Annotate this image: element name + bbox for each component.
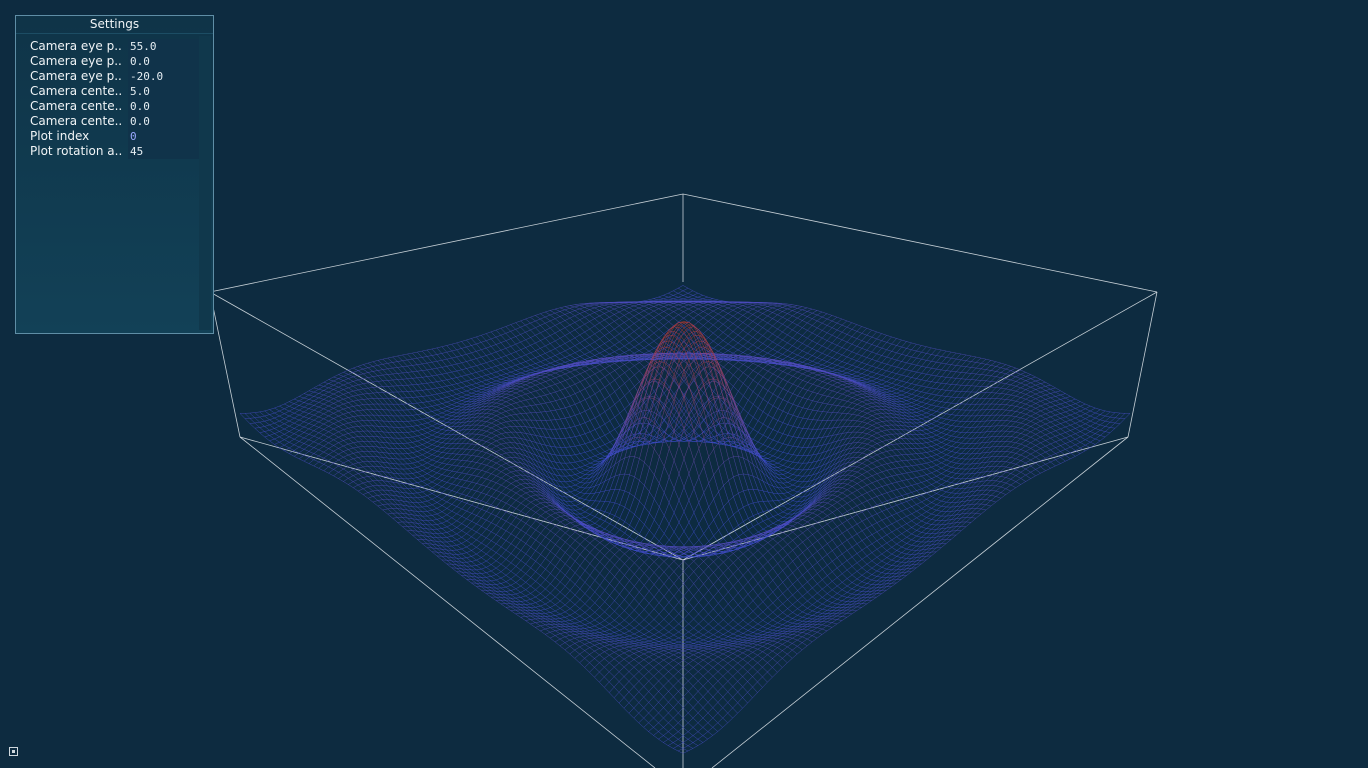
camera-center-y-row: Camera cente.. 0.0	[28, 99, 199, 114]
bounding-box-edge	[239, 436, 656, 768]
bounding-box-edge	[682, 436, 1129, 561]
camera-center-z-row: Camera cente.. 0.0	[28, 114, 199, 129]
camera-eye-z-input[interactable]: -20.0	[128, 69, 199, 84]
plot-index-row: Plot index 0	[28, 129, 199, 144]
bounding-box-edge	[1127, 291, 1158, 438]
camera-center-y-input[interactable]: 0.0	[128, 99, 199, 114]
bounding-box-edge	[239, 436, 684, 561]
camera-eye-y-row: Camera eye p.. 0.0	[28, 54, 199, 69]
camera-eye-z-label: Camera eye p..	[30, 69, 122, 83]
surface-mesh	[239, 285, 1131, 754]
camera-eye-y-label: Camera eye p..	[30, 54, 122, 68]
settings-title[interactable]: Settings	[16, 16, 213, 34]
bounding-box-edge	[682, 193, 1158, 293]
camera-center-z-label: Camera cente..	[30, 114, 123, 128]
bounding-box-edge	[682, 291, 1158, 561]
plot-index-label: Plot index	[30, 129, 90, 143]
camera-center-x-row: Camera cente.. 5.0	[28, 84, 199, 99]
bounding-box-edge	[209, 291, 241, 438]
window-toggle-icon[interactable]	[9, 747, 18, 756]
camera-center-z-input[interactable]: 0.0	[128, 114, 199, 129]
settings-panel[interactable]: Settings Camera eye p.. 55.0 Camera eye …	[15, 15, 214, 334]
camera-eye-y-input[interactable]: 0.0	[128, 54, 199, 69]
camera-eye-x-row: Camera eye p.. 55.0	[28, 39, 199, 54]
camera-eye-x-input[interactable]: 55.0	[128, 39, 199, 54]
camera-eye-x-label: Camera eye p..	[30, 39, 122, 53]
bounding-box-edge	[711, 436, 1129, 768]
camera-center-x-label: Camera cente..	[30, 84, 123, 98]
bounding-box-edge	[209, 193, 684, 293]
plot-rotation-row: Plot rotation a.. 45	[28, 144, 199, 159]
settings-rows: Camera eye p.. 55.0 Camera eye p.. 0.0 C…	[28, 39, 199, 159]
plot-rotation-label: Plot rotation a..	[30, 144, 123, 158]
settings-scrollbar[interactable]	[199, 36, 211, 330]
camera-center-x-input[interactable]: 5.0	[128, 84, 199, 99]
bounding-box-edge	[209, 291, 684, 561]
plot-index-input[interactable]: 0	[128, 129, 199, 144]
camera-eye-z-row: Camera eye p.. -20.0	[28, 69, 199, 84]
plot-rotation-input[interactable]: 45	[128, 144, 199, 159]
camera-center-y-label: Camera cente..	[30, 99, 123, 113]
